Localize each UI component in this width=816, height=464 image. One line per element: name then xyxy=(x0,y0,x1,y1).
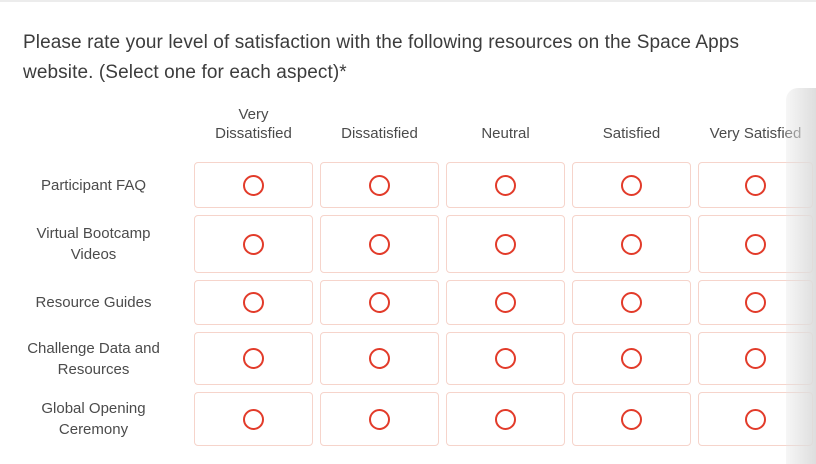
column-header-very-satisfied: Very Satisfied xyxy=(709,125,802,142)
radio-icon-challenge-data-and-resources-dissatisfied[interactable] xyxy=(369,348,390,369)
radio-icon-virtual-bootcamp-videos-dissatisfied[interactable] xyxy=(369,233,390,255)
radio-icon-challenge-data-and-resources-satisfied[interactable] xyxy=(621,348,642,369)
radio-icon-resource-guides-dissatisfied[interactable] xyxy=(369,292,390,313)
row-label-virtual-bootcamp-videos: Virtual Bootcamp Videos xyxy=(36,225,151,263)
radio-icon-virtual-bootcamp-videos-neutral[interactable] xyxy=(495,233,516,255)
matrix-cell-global-opening-ceremony-neutral[interactable] xyxy=(446,392,565,446)
radio-icon-global-opening-ceremony-satisfied[interactable] xyxy=(621,408,642,430)
question-title: Please rate your level of satisfaction w… xyxy=(23,32,740,83)
matrix-cell-global-opening-ceremony-dissatisfied[interactable] xyxy=(320,392,439,446)
radio-icon-participant-faq-neutral[interactable] xyxy=(495,174,516,196)
column-header-very-dissatisfied: Very Dissatisfied xyxy=(215,106,292,142)
matrix-cell-global-opening-ceremony-very-satisfied[interactable] xyxy=(698,392,813,446)
matrix-cell-global-opening-ceremony-satisfied[interactable] xyxy=(572,392,691,446)
row-label-resource-guides: Resource Guides xyxy=(35,294,152,311)
matrix-cell-virtual-bootcamp-videos-very-dissatisfied[interactable] xyxy=(194,215,313,273)
matrix-cell-participant-faq-very-dissatisfied[interactable] xyxy=(194,162,313,208)
matrix-cell-participant-faq-satisfied[interactable] xyxy=(572,162,691,208)
matrix-cell-challenge-data-and-resources-very-satisfied[interactable] xyxy=(698,332,813,385)
column-header-satisfied: Satisfied xyxy=(602,125,661,142)
radio-icon-participant-faq-satisfied[interactable] xyxy=(621,174,642,196)
column-header-dissatisfied: Dissatisfied xyxy=(341,125,418,142)
matrix-cell-global-opening-ceremony-very-dissatisfied[interactable] xyxy=(194,392,313,446)
radio-icon-global-opening-ceremony-neutral[interactable] xyxy=(495,408,516,430)
radio-icon-resource-guides-neutral[interactable] xyxy=(495,292,516,313)
radio-icon-challenge-data-and-resources-neutral[interactable] xyxy=(495,348,516,369)
header-spacer xyxy=(0,95,187,155)
matrix-cell-virtual-bootcamp-videos-satisfied[interactable] xyxy=(572,215,691,273)
matrix-cell-challenge-data-and-resources-satisfied[interactable] xyxy=(572,332,691,385)
column-header-neutral: Neutral xyxy=(481,125,530,142)
radio-icon-virtual-bootcamp-videos-very-satisfied[interactable] xyxy=(745,233,766,255)
row-label-challenge-data-and-resources: Challenge Data and Resources xyxy=(27,339,160,378)
radio-icon-participant-faq-very-satisfied[interactable] xyxy=(745,174,766,196)
radio-icon-global-opening-ceremony-very-satisfied[interactable] xyxy=(745,408,766,430)
matrix-cell-resource-guides-very-dissatisfied[interactable] xyxy=(194,280,313,325)
top-divider xyxy=(0,0,816,2)
matrix-cell-resource-guides-very-satisfied[interactable] xyxy=(698,280,813,325)
radio-icon-participant-faq-very-dissatisfied[interactable] xyxy=(243,174,264,196)
matrix-cell-challenge-data-and-resources-neutral[interactable] xyxy=(446,332,565,385)
radio-icon-resource-guides-very-dissatisfied[interactable] xyxy=(243,292,264,313)
row-label-global-opening-ceremony: Global Opening Ceremony xyxy=(41,400,146,438)
radio-icon-virtual-bootcamp-videos-satisfied[interactable] xyxy=(621,233,642,255)
radio-icon-challenge-data-and-resources-very-satisfied[interactable] xyxy=(745,348,766,369)
radio-icon-virtual-bootcamp-videos-very-dissatisfied[interactable] xyxy=(243,233,264,255)
matrix-cell-resource-guides-satisfied[interactable] xyxy=(572,280,691,325)
radio-icon-challenge-data-and-resources-very-dissatisfied[interactable] xyxy=(243,348,264,369)
matrix-cell-participant-faq-neutral[interactable] xyxy=(446,162,565,208)
matrix-cell-participant-faq-very-satisfied[interactable] xyxy=(698,162,813,208)
matrix-cell-participant-faq-dissatisfied[interactable] xyxy=(320,162,439,208)
matrix-cell-resource-guides-dissatisfied[interactable] xyxy=(320,280,439,325)
radio-icon-participant-faq-dissatisfied[interactable] xyxy=(369,174,390,196)
matrix-grid: Very Dissatisfied Dissatisfied Neutral Sati… xyxy=(0,95,813,446)
matrix-cell-challenge-data-and-resources-very-dissatisfied[interactable] xyxy=(194,332,313,385)
row-label-participant-faq: Participant FAQ xyxy=(40,176,147,194)
radio-icon-global-opening-ceremony-dissatisfied[interactable] xyxy=(369,408,390,430)
radio-icon-global-opening-ceremony-very-dissatisfied[interactable] xyxy=(243,408,264,430)
matrix-cell-virtual-bootcamp-videos-very-satisfied[interactable] xyxy=(698,215,813,273)
matrix-cell-challenge-data-and-resources-dissatisfied[interactable] xyxy=(320,332,439,385)
radio-icon-resource-guides-very-satisfied[interactable] xyxy=(745,292,766,313)
matrix-cell-virtual-bootcamp-videos-neutral[interactable] xyxy=(446,215,565,273)
matrix-cell-virtual-bootcamp-videos-dissatisfied[interactable] xyxy=(320,215,439,273)
radio-icon-resource-guides-satisfied[interactable] xyxy=(621,292,642,313)
matrix-cell-resource-guides-neutral[interactable] xyxy=(446,280,565,325)
